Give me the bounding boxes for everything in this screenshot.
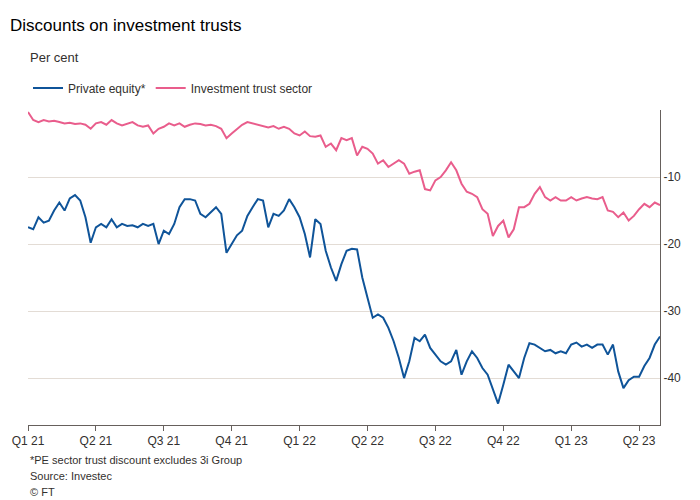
svg-text:Investment trust sector: Investment trust sector xyxy=(191,82,312,96)
svg-text:Q2 23: Q2 23 xyxy=(623,434,656,448)
svg-text:Q1 23: Q1 23 xyxy=(555,434,588,448)
svg-text:Q1 22: Q1 22 xyxy=(283,434,316,448)
svg-text:Source: Investec: Source: Investec xyxy=(30,470,112,482)
svg-text:-20: -20 xyxy=(663,237,681,251)
svg-text:Q2 22: Q2 22 xyxy=(351,434,384,448)
svg-text:-30: -30 xyxy=(663,304,681,318)
svg-text:-10: -10 xyxy=(663,170,681,184)
svg-text:© FT: © FT xyxy=(30,486,55,498)
svg-text:Private equity*: Private equity* xyxy=(68,82,146,96)
svg-text:Q3 22: Q3 22 xyxy=(419,434,452,448)
svg-text:Q1 21: Q1 21 xyxy=(12,434,45,448)
svg-text:-40: -40 xyxy=(663,371,681,385)
svg-text:Q3 21: Q3 21 xyxy=(147,434,180,448)
svg-text:Q2 21: Q2 21 xyxy=(80,434,113,448)
svg-text:*PE sector trust discount excl: *PE sector trust discount excludes 3i Gr… xyxy=(30,454,242,466)
svg-text:Per cent: Per cent xyxy=(30,50,79,65)
svg-text:Discounts on investment trusts: Discounts on investment trusts xyxy=(10,16,241,35)
svg-text:Q4 21: Q4 21 xyxy=(215,434,248,448)
svg-text:Q4 22: Q4 22 xyxy=(487,434,520,448)
